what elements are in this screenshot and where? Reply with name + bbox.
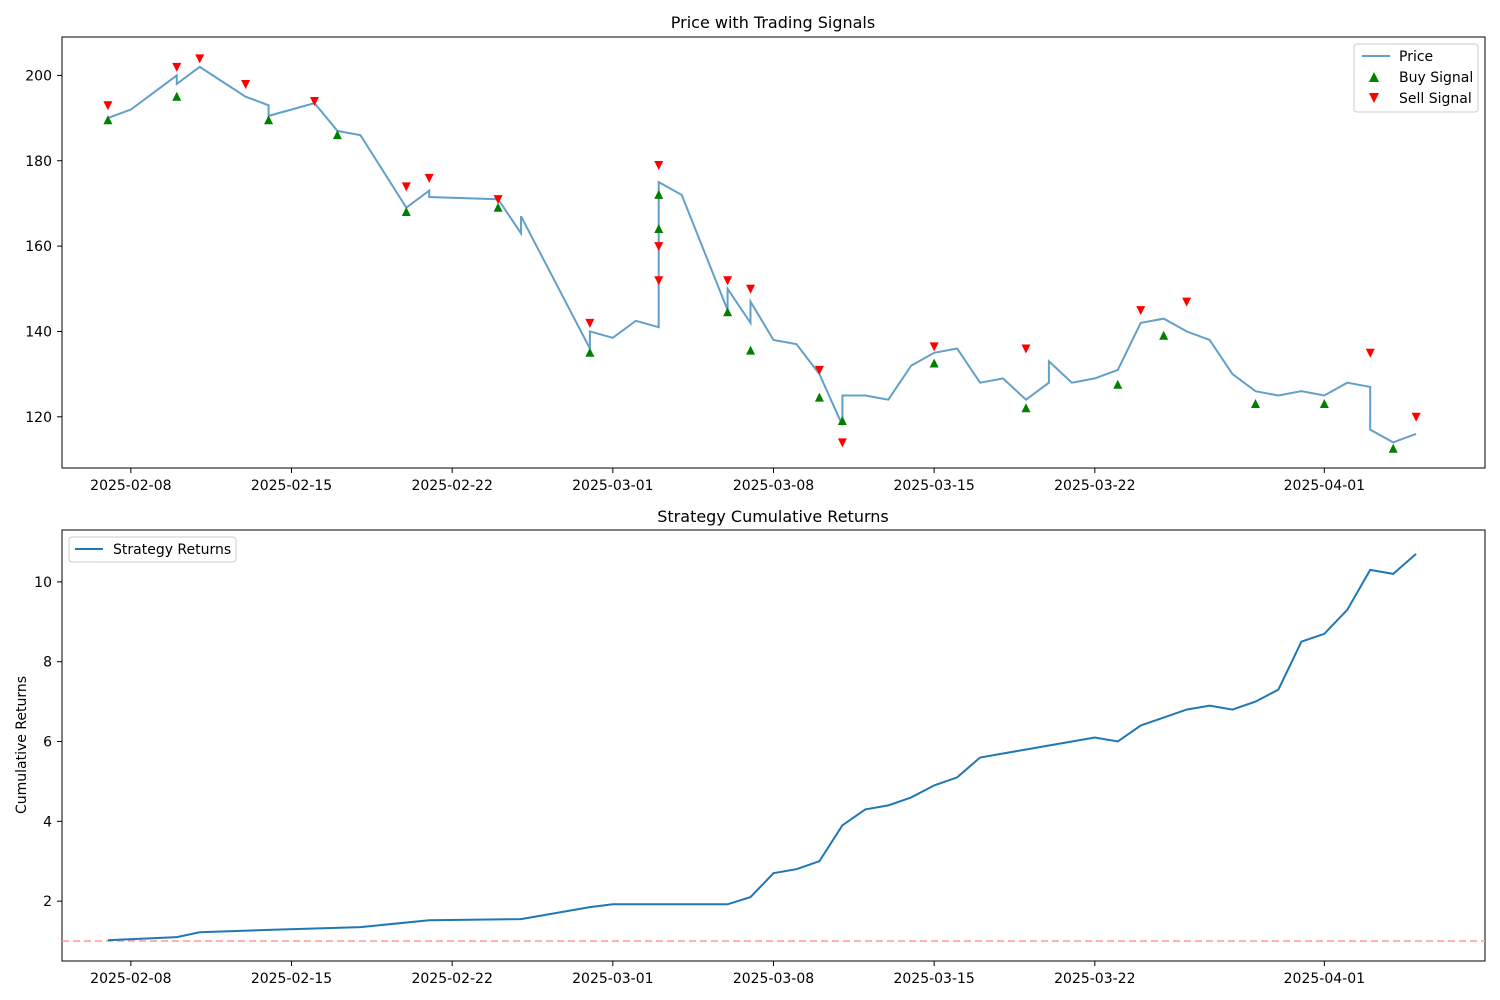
buy-signal-marker — [493, 202, 503, 212]
returns-chart-series — [62, 553, 1485, 942]
returns-chart-title: Strategy Cumulative Returns — [657, 507, 888, 526]
sell-signal-marker — [195, 54, 205, 64]
legend-sell-label: Sell Signal — [1399, 91, 1472, 107]
y-tick-label: 10 — [34, 575, 52, 591]
legend-sell-triangle-down-icon — [1369, 93, 1379, 103]
sell-signal-marker — [424, 173, 434, 183]
x-tick-label: 2025-02-15 — [251, 971, 332, 987]
x-tick-label: 2025-03-22 — [1054, 478, 1135, 494]
sell-signal-marker — [814, 365, 824, 375]
buy-signal-marker — [814, 392, 824, 402]
x-tick-label: 2025-03-01 — [572, 971, 653, 987]
price-chart-legend-box — [1353, 43, 1479, 113]
x-tick-label: 2025-04-01 — [1284, 478, 1365, 494]
price-chart-x-axis: 2025-02-08 2025-02-15 2025-02-22 2025-03-01… — [90, 468, 1365, 494]
buy-signal-marker — [1021, 403, 1031, 413]
sell-signal-marker — [654, 276, 664, 286]
y-tick-label: 6 — [43, 735, 52, 751]
x-tick-label: 2025-03-08 — [733, 478, 814, 494]
sell-signal-marker — [837, 438, 847, 448]
price-chart-y-axis: 120 140 160 180 200 — [25, 68, 62, 426]
buy-signal-marker — [1388, 443, 1398, 453]
sell-signal-marker — [401, 182, 411, 192]
sell-signal-marker — [309, 97, 319, 107]
buy-signal-marker — [1113, 379, 1123, 389]
buy-signal-marker — [837, 416, 847, 426]
y-tick-label: 120 — [25, 410, 52, 426]
legend-buy-triangle-up-icon — [1369, 72, 1379, 82]
buy-signal-marker — [1319, 398, 1329, 408]
sell-signal-marker — [1365, 348, 1375, 358]
x-tick-label: 2025-02-15 — [251, 478, 332, 494]
x-tick-label: 2025-03-15 — [893, 478, 974, 494]
returns-chart-legend-box — [68, 536, 237, 563]
y-tick-label: 4 — [43, 814, 52, 830]
sell-signal-marker — [493, 195, 503, 205]
x-tick-label: 2025-02-08 — [90, 971, 171, 987]
sell-signal-marker — [1411, 412, 1421, 422]
buy-signal-marker — [172, 91, 182, 101]
sell-signal-marker — [654, 242, 664, 252]
strategy-returns-line — [107, 553, 1417, 942]
returns-chart-y-label: Cumulative Returns — [14, 676, 30, 814]
legend-price-label: Price — [1399, 49, 1433, 65]
buy-signal-marker — [332, 130, 342, 140]
y-tick-label: 160 — [25, 239, 52, 255]
sell-signal-marker — [241, 79, 251, 89]
x-tick-label: 2025-03-15 — [893, 971, 974, 987]
x-tick-label: 2025-02-22 — [411, 971, 492, 987]
buy-signal-marker — [264, 115, 274, 125]
returns-chart-x-axis: 2025-02-08 2025-02-15 2025-02-22 2025-03-01… — [90, 961, 1365, 987]
buy-signal-marker — [654, 224, 664, 234]
y-tick-label: 140 — [25, 324, 52, 340]
x-tick-label: 2025-03-01 — [572, 478, 653, 494]
returns-chart-plot-area — [61, 529, 1486, 962]
price-chart-legend: Price Buy Signal Sell Signal — [1353, 43, 1479, 113]
buy-signal-marker — [1159, 330, 1169, 340]
sell-signal-marker — [654, 161, 664, 171]
sell-signal-marker — [929, 342, 939, 352]
buy-signal-marker — [1250, 398, 1260, 408]
sell-signal-marker — [1136, 306, 1146, 316]
price-chart-title: Price with Trading Signals — [671, 13, 875, 32]
x-tick-label: 2025-03-22 — [1054, 971, 1135, 987]
sell-signal-marker — [172, 62, 182, 72]
x-tick-label: 2025-02-08 — [90, 478, 171, 494]
price-line — [107, 65, 1417, 444]
x-tick-label: 2025-02-22 — [411, 478, 492, 494]
buy-signal-marker — [103, 115, 113, 125]
y-tick-label: 8 — [43, 655, 52, 671]
legend-buy-label: Buy Signal — [1399, 70, 1473, 86]
sell-signal-marker — [103, 101, 113, 111]
y-tick-label: 200 — [25, 68, 52, 84]
sell-signal-marker — [746, 284, 756, 294]
price-chart: Price with Trading Signals 2025-02-08 202… — [25, 13, 1486, 494]
legend-strategy-label: Strategy Returns — [113, 542, 231, 558]
y-tick-label: 180 — [25, 154, 52, 170]
sell-signal-marker — [585, 318, 595, 328]
price-chart-plot-area — [61, 36, 1486, 469]
buy-signal-marker — [585, 347, 595, 357]
buy-signal-marker — [401, 206, 411, 216]
price-chart-series — [103, 54, 1421, 453]
x-tick-label: 2025-03-08 — [733, 971, 814, 987]
y-tick-label: 2 — [43, 894, 52, 910]
sell-signal-marker — [723, 276, 733, 286]
sell-signal-marker — [1182, 297, 1192, 307]
returns-chart-y-axis: 2 4 6 8 10 — [34, 575, 62, 910]
sell-signal-marker — [1021, 344, 1031, 354]
buy-signal-marker — [929, 358, 939, 368]
x-tick-label: 2025-04-01 — [1284, 971, 1365, 987]
returns-chart-legend: Strategy Returns — [68, 536, 237, 563]
buy-signal-marker — [654, 189, 664, 199]
buy-signal-marker — [746, 345, 756, 355]
buy-signal-marker — [723, 307, 733, 317]
returns-chart: Strategy Cumulative Returns Cumulative R… — [14, 507, 1486, 987]
